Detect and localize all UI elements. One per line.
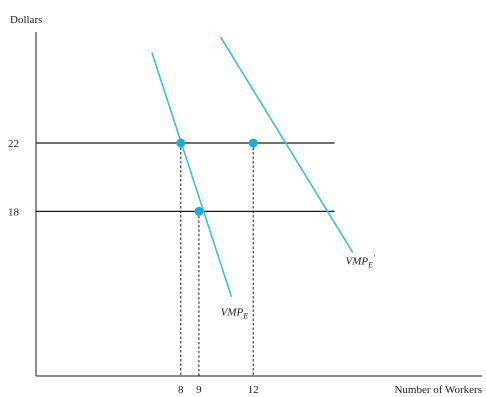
vmp_e-point-9 xyxy=(194,206,204,216)
reference-lines xyxy=(36,142,335,376)
vmp_e_prime-label: VMPE′ xyxy=(346,253,376,269)
intersection-points xyxy=(176,138,258,216)
vmp_e-line xyxy=(151,52,233,298)
vmp_e_prime-line xyxy=(219,36,354,253)
y-tick-18: 18 xyxy=(8,206,20,218)
vmp_e-point-8 xyxy=(176,138,186,148)
tick-labels: 22 18 8 9 12 xyxy=(8,138,259,396)
y-tick-22: 22 xyxy=(8,138,19,150)
x-tick-8: 8 xyxy=(178,384,184,396)
x-tick-9: 9 xyxy=(196,384,202,396)
vmp_e_prime-point-12 xyxy=(248,138,258,148)
curves xyxy=(151,36,354,298)
axes xyxy=(35,32,482,377)
x-tick-12: 12 xyxy=(248,384,259,396)
x-axis-label: Number of Workers xyxy=(394,384,482,396)
series-labels: VMPE VMPE′ xyxy=(221,253,375,320)
labels: Dollars Number of Workers xyxy=(10,14,482,396)
y-axis-label: Dollars xyxy=(10,14,42,26)
vmp_e-label: VMPE xyxy=(221,307,249,321)
